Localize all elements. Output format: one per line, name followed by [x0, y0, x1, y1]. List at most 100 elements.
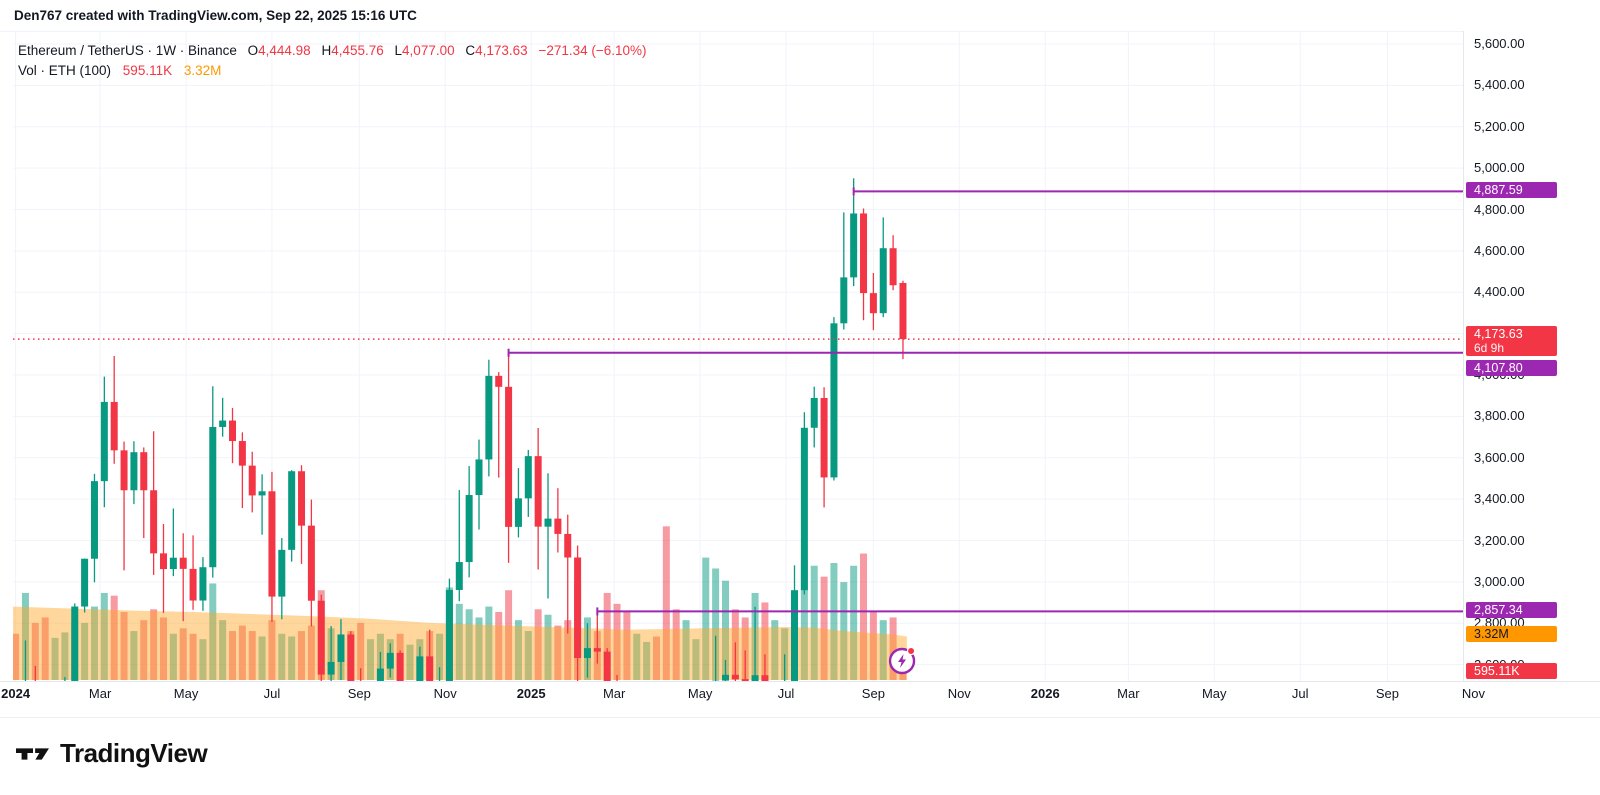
- price-tick-label: 4,800.00: [1474, 201, 1525, 217]
- candle-body: [869, 293, 877, 314]
- candle-body: [721, 674, 729, 681]
- volume-value: 595.11K: [122, 63, 173, 78]
- time-axis-month-label: Mar: [88, 686, 112, 701]
- volume-bar: [554, 625, 562, 680]
- price-tick-label: 5,400.00: [1474, 77, 1525, 93]
- candle-body: [633, 788, 640, 795]
- volume-bar: [298, 631, 306, 680]
- volume-bar: [702, 557, 710, 680]
- price-axis-pane[interactable]: 5,600.00 5,400.00 5,200.00 5,000.00 4,800.00…: [1463, 31, 1600, 681]
- volume-bar: [869, 612, 877, 680]
- volume-bar: [169, 633, 177, 680]
- volume-bar: [820, 576, 828, 680]
- candle-body: [791, 590, 799, 681]
- volume-bar: [179, 628, 187, 680]
- time-axis-month-label: Nov: [1461, 686, 1485, 701]
- candle-body: [614, 740, 621, 759]
- price-tick-label: 5,200.00: [1474, 118, 1525, 134]
- tradingview-logo-text: TradingView: [60, 738, 208, 768]
- drawing-price-badge: 4,107.80: [1466, 359, 1557, 376]
- volume-ma-area: [13, 606, 907, 680]
- volume-bar: [860, 553, 868, 680]
- volume-bar: [150, 609, 158, 680]
- volume-bar: [899, 671, 907, 680]
- candle-body: [169, 557, 177, 570]
- volume-bar: [603, 592, 611, 680]
- volume-bar: [258, 636, 266, 680]
- volume-bar: [613, 603, 621, 680]
- volume-bar: [534, 609, 542, 680]
- symbol-legend-row[interactable]: Ethereum / TetherUS · 1W · Binance O4,44…: [18, 41, 647, 61]
- price-tick-label: 3,200.00: [1474, 532, 1525, 548]
- candle-body: [268, 491, 276, 597]
- volume-bar: [90, 606, 98, 680]
- candle-body: [860, 213, 868, 294]
- horizontal-ray-ath-ray[interactable]: [852, 187, 1463, 196]
- open-label: O4,444.98: [247, 43, 311, 58]
- price-tick-label: 3,800.00: [1474, 408, 1525, 424]
- volume-bar: [209, 583, 217, 680]
- volume-bar: [682, 620, 690, 680]
- horizontal-ray-dec-high-ray[interactable]: [507, 348, 1463, 357]
- volume-bar: [307, 625, 315, 680]
- volume-bar: [130, 631, 138, 680]
- candle-body: [298, 471, 306, 526]
- candle-body: [544, 518, 552, 527]
- candle-body: [416, 656, 424, 681]
- candle-body: [514, 498, 522, 527]
- volume-indicator-title[interactable]: Vol · ETH (100): [18, 63, 112, 78]
- candle-body: [189, 568, 197, 601]
- candle-body: [899, 282, 907, 340]
- candle-body: [288, 471, 296, 550]
- candle-body: [820, 397, 828, 478]
- change-value: −271.34 (−6.10%): [538, 43, 647, 58]
- grid: [13, 31, 1463, 681]
- candle-body: [830, 323, 838, 478]
- candle-body: [159, 553, 167, 570]
- volume-bar: [288, 636, 296, 680]
- horizontal-ray-feb-high-ray[interactable]: [596, 607, 1463, 616]
- volume-bar: [850, 565, 858, 680]
- time-axis-month-label: Jul: [777, 686, 795, 701]
- candle-body: [278, 549, 286, 597]
- volume-bar: [741, 617, 749, 680]
- candle-body: [199, 567, 207, 601]
- volume-bar: [800, 560, 808, 680]
- time-axis-month-label: May: [1201, 686, 1227, 701]
- volume-bar: [830, 563, 838, 680]
- volume-bar: [475, 617, 483, 680]
- volume-bar: [692, 639, 700, 680]
- symbol-title[interactable]: Ethereum / TetherUS · 1W · Binance: [18, 43, 237, 58]
- candle-body: [445, 589, 453, 681]
- low-value: 4,077.00: [402, 43, 455, 58]
- open-value: 4,444.98: [258, 43, 311, 58]
- time-axis-month-label: Jul: [1291, 686, 1309, 701]
- chart-pane[interactable]: [12, 31, 1463, 795]
- candle-body: [751, 675, 759, 681]
- price-tick-label: 5,000.00: [1474, 160, 1525, 176]
- candle-body: [229, 420, 237, 442]
- candle-body: [879, 248, 887, 314]
- candle-body: [505, 386, 513, 527]
- boost-lightning-icon[interactable]: [888, 646, 916, 675]
- time-axis-pane[interactable]: 2024 Mar May Jul Sep Nov 2025 Mar May Jul Sep Nov 20…: [0, 681, 1600, 707]
- time-axis-month-label: May: [687, 686, 713, 701]
- price-tick-label: 4,600.00: [1474, 242, 1525, 258]
- price-tick-label: 5,600.00: [1474, 36, 1525, 52]
- high-value: 4,455.76: [331, 43, 384, 58]
- volume-bar: [633, 633, 641, 680]
- tradingview-logo[interactable]: TradingView: [16, 738, 208, 769]
- candle-body: [327, 661, 335, 675]
- candle-body: [574, 557, 582, 659]
- candle-body: [741, 679, 749, 681]
- candle-body: [130, 452, 138, 491]
- volume-legend-row[interactable]: Vol · ETH (100) 595.11K 3.32M: [18, 61, 647, 81]
- candle-body: [150, 490, 158, 554]
- candle-body: [455, 562, 463, 590]
- time-axis-month-label: May: [173, 686, 199, 701]
- volume-bar: [238, 625, 246, 680]
- current-price-badge: 4,173.63 6d 9h: [1466, 325, 1557, 356]
- candle-body: [583, 648, 591, 659]
- candle-body: [307, 525, 315, 601]
